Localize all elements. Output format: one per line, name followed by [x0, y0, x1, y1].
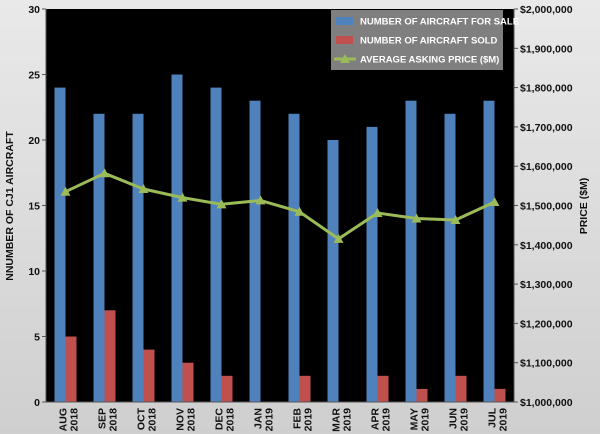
x-tick-label-2: OCT2018 [136, 407, 159, 431]
bar-for-sale-11 [483, 100, 495, 402]
bar-for-sale-5 [249, 100, 261, 402]
left-axis-title: NNUMBER OF CJ1 AIRCRAFT [4, 131, 16, 281]
right-tick-label-4: $1,400,000 [520, 240, 573, 252]
right-tick-label-8: $1,800,000 [520, 83, 573, 95]
legend-label-2: AVERAGE ASKING PRICE ($M) [360, 55, 499, 66]
bar-sold-8 [377, 375, 389, 402]
bar-for-sale-6 [288, 113, 300, 403]
x-tick-label-1: SEP2018 [97, 408, 120, 432]
price-marker-5 [255, 195, 266, 205]
right-tick-label-9: $1,900,000 [520, 43, 573, 55]
legend-marker-2 [340, 54, 350, 63]
legend-label-1: NUMBER OF AIRCRAFT SOLD [360, 36, 498, 47]
right-tick-label-7: $1,700,000 [520, 122, 573, 134]
price-marker-10 [450, 215, 461, 225]
x-tick-label-10: JUN2019 [448, 408, 471, 432]
x-tick-label-3: NOV2018 [175, 408, 198, 432]
bar-for-sale-4 [210, 87, 222, 402]
price-marker-3 [177, 192, 188, 202]
bar-for-sale-3 [171, 74, 183, 402]
x-tick-label-4: DEC2018 [214, 408, 237, 432]
bar-for-sale-8 [366, 126, 378, 403]
price-marker-11 [489, 196, 500, 206]
bar-for-sale-0 [54, 87, 66, 402]
x-tick-label-5: JAN2019 [253, 408, 276, 432]
x-tick-label-8: APR2019 [370, 408, 393, 432]
bar-sold-0 [65, 336, 77, 402]
right-tick-label-0: $1,000,000 [520, 397, 573, 409]
legend-swatch-0 [336, 17, 353, 25]
bar-sold-3 [182, 362, 194, 402]
right-tick-label-6: $1,600,000 [520, 161, 573, 173]
bar-for-sale-2 [132, 113, 144, 403]
left-tick-label-1: 5 [34, 332, 40, 344]
bar-sold-4 [221, 375, 233, 402]
left-tick-label-0: 0 [34, 397, 40, 409]
price-marker-4 [216, 199, 227, 209]
bar-for-sale-10 [444, 113, 456, 403]
left-tick-label-3: 15 [28, 201, 40, 213]
legend-label-0: NUMBER OF AIRCRAFT FOR SALE [360, 17, 519, 28]
bar-sold-2 [143, 349, 155, 402]
price-marker-2 [138, 183, 149, 193]
price-marker-7 [333, 233, 344, 243]
right-axis-title: PRICE ($M) [578, 178, 590, 235]
bar-sold-10 [455, 375, 467, 402]
bar-for-sale-1 [93, 113, 105, 403]
legend-box [331, 10, 503, 70]
x-tick-label-11: JUL2019 [487, 407, 510, 431]
x-tick-label-0: AUG2018 [58, 408, 81, 432]
price-marker-9 [411, 213, 422, 223]
bar-sold-9 [416, 388, 428, 402]
left-tick-label-4: 20 [28, 135, 40, 147]
bar-for-sale-9 [405, 100, 417, 402]
price-marker-6 [294, 206, 305, 216]
left-tick-label-2: 10 [28, 266, 40, 278]
x-tick-label-6: FEB2019 [292, 408, 315, 432]
x-tick-label-7: MAR2019 [331, 408, 354, 432]
price-marker-0 [60, 186, 71, 196]
price-marker-1 [99, 168, 110, 178]
left-tick-label-6: 30 [28, 4, 40, 16]
bar-sold-1 [104, 310, 116, 402]
right-tick-label-2: $1,200,000 [520, 318, 573, 330]
right-tick-label-10: $2,000,000 [520, 4, 573, 16]
right-tick-label-1: $1,100,000 [520, 358, 573, 370]
price-line [64, 171, 496, 241]
bar-sold-6 [299, 375, 311, 402]
x-tick-label-9: MAY2019 [409, 408, 432, 432]
price-marker-8 [372, 207, 383, 217]
bar-sold-11 [494, 388, 506, 402]
bar-for-sale-7 [327, 140, 339, 402]
left-tick-label-5: 25 [28, 70, 40, 82]
legend-swatch-1 [336, 36, 353, 44]
right-tick-label-5: $1,500,000 [520, 201, 573, 213]
right-tick-label-3: $1,300,000 [520, 279, 573, 291]
